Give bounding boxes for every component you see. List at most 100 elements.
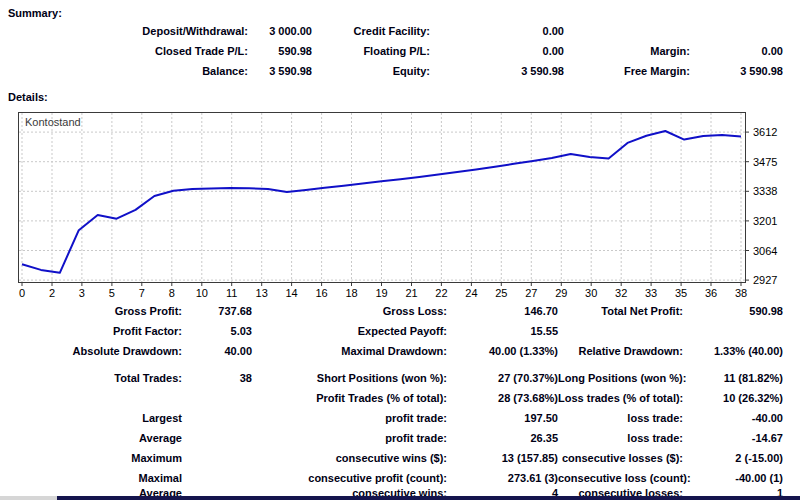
svg-text:32: 32 [615, 287, 627, 299]
value-cell: 11 (81.82%) [683, 368, 783, 388]
label-cell: Balance: [0, 61, 248, 81]
label-cell: consecutive losses ($): [558, 448, 683, 468]
table-row: Largest profit trade:197.50loss trade:-40… [0, 408, 783, 428]
table-row: Profit Trades (% of total):28 (73.68%)Lo… [0, 388, 783, 408]
bottom-strip-corner [0, 496, 57, 500]
value-cell: 27 (70.37%) [447, 368, 558, 388]
svg-text:27: 27 [525, 287, 537, 299]
value-cell [182, 448, 252, 468]
svg-text:3064: 3064 [753, 245, 777, 257]
label-cell: Expected Payoff: [252, 321, 447, 341]
svg-text:21: 21 [405, 287, 417, 299]
label-cell: Free Margin: [564, 61, 690, 81]
value-cell: -14.67 [683, 428, 783, 448]
table-row: Maximum consecutive wins ($):13 (157.85)c… [0, 448, 783, 468]
value-cell: 3 590.98 [248, 61, 312, 81]
label-cell: consecutive wins ($): [252, 448, 447, 468]
label-cell: loss trade: [558, 428, 683, 448]
value-cell: 13 (157.85) [447, 448, 558, 468]
details-heading: Details: [8, 91, 48, 103]
svg-text:36: 36 [705, 287, 717, 299]
value-cell: 0.00 [690, 41, 783, 61]
value-cell: 590.98 [248, 41, 312, 61]
value-cell: 40.00 [182, 341, 252, 361]
label-cell: Gross Loss: [252, 301, 447, 321]
value-cell: 146.70 [447, 301, 558, 321]
balance-chart: Kontostand 02357810111314161819212224252… [18, 112, 800, 306]
label-cell: profit trade: [252, 428, 447, 448]
value-cell: 5.03 [182, 321, 252, 341]
label-cell: Equity: [312, 61, 430, 81]
table-row: Deposit/Withdrawal:3 000.00Credit Facili… [0, 21, 783, 41]
svg-text:3475: 3475 [753, 156, 777, 168]
svg-text:0: 0 [19, 287, 25, 299]
value-cell [182, 428, 252, 448]
label-cell: loss trade: [558, 408, 683, 428]
label-cell: Loss trades (% of total): [558, 388, 683, 408]
label-cell: Absolute Drawdown: [0, 341, 182, 361]
table-row: Total Trades:38Short Positions (won %):2… [0, 368, 783, 388]
value-cell: 3 000.00 [248, 21, 312, 41]
table-row: Closed Trade P/L:590.98Floating P/L:0.00… [0, 41, 783, 61]
value-cell: 197.50 [447, 408, 558, 428]
svg-text:13: 13 [256, 287, 268, 299]
value-cell [683, 321, 783, 341]
label-cell: profit trade: [252, 408, 447, 428]
label-cell: Floating P/L: [312, 41, 430, 61]
label-cell: Short Positions (won %): [252, 368, 447, 388]
label-cell: Credit Facility: [312, 21, 430, 41]
label-cell [558, 321, 683, 341]
value-cell [690, 21, 783, 41]
label-cell: Largest [0, 408, 182, 428]
svg-text:2: 2 [49, 287, 55, 299]
label-cell [0, 388, 182, 408]
value-cell: 3 590.98 [430, 61, 564, 81]
label-cell: Maximal Drawdown: [252, 341, 447, 361]
svg-text:10: 10 [196, 287, 208, 299]
svg-text:2927: 2927 [753, 274, 777, 286]
label-cell: Maximum [0, 448, 182, 468]
value-cell: 737.68 [182, 301, 252, 321]
label-cell: Total Net Profit: [558, 301, 683, 321]
svg-text:8: 8 [169, 287, 175, 299]
svg-text:38: 38 [735, 287, 747, 299]
table-row: Absolute Drawdown:40.00Maximal Drawdown:… [0, 341, 783, 361]
svg-text:24: 24 [465, 287, 477, 299]
value-cell: 3 590.98 [690, 61, 783, 81]
details-table: Gross Profit:737.68Gross Loss:146.70Tota… [0, 301, 783, 500]
value-cell: 2 (-15.00) [683, 448, 783, 468]
label-cell: Gross Profit: [0, 301, 182, 321]
svg-text:29: 29 [555, 287, 567, 299]
value-cell [182, 408, 252, 428]
mt4-account-statement: { "summary": { "heading": "Summary:", "r… [0, 0, 800, 500]
svg-text:11: 11 [226, 287, 237, 299]
value-cell: 0.00 [430, 41, 564, 61]
label-cell: Profit Factor: [0, 321, 182, 341]
value-cell: 28 (73.68%) [447, 388, 558, 408]
value-cell: 26.35 [447, 428, 558, 448]
svg-text:33: 33 [645, 287, 657, 299]
label-cell: Margin: [564, 41, 690, 61]
svg-text:3: 3 [79, 287, 85, 299]
svg-text:30: 30 [585, 287, 597, 299]
svg-text:19: 19 [375, 287, 387, 299]
svg-text:35: 35 [675, 287, 687, 299]
svg-text:3201: 3201 [753, 215, 777, 227]
svg-text:5: 5 [109, 287, 115, 299]
table-row: Average profit trade:26.35loss trade:-14.… [0, 428, 783, 448]
balance-chart-canvas: 0235781011131416181921222425272930323335… [18, 112, 800, 306]
svg-text:25: 25 [495, 287, 507, 299]
value-cell: 590.98 [683, 301, 783, 321]
value-cell: 10 (26.32%) [683, 388, 783, 408]
summary-table: Deposit/Withdrawal:3 000.00Credit Facili… [0, 21, 783, 81]
value-cell: 0.00 [430, 21, 564, 41]
value-cell: 15.55 [447, 321, 558, 341]
svg-text:3612: 3612 [753, 126, 777, 138]
chart-title-label: Kontostand [25, 116, 81, 128]
label-cell: Average [0, 428, 182, 448]
label-cell: Profit Trades (% of total): [252, 388, 447, 408]
value-cell: 1.33% (40.00) [683, 341, 783, 361]
value-cell: -40.00 [683, 408, 783, 428]
table-row: Balance:3 590.98Equity:3 590.98Free Marg… [0, 61, 783, 81]
label-cell: Long Positions (won %): [558, 368, 683, 388]
